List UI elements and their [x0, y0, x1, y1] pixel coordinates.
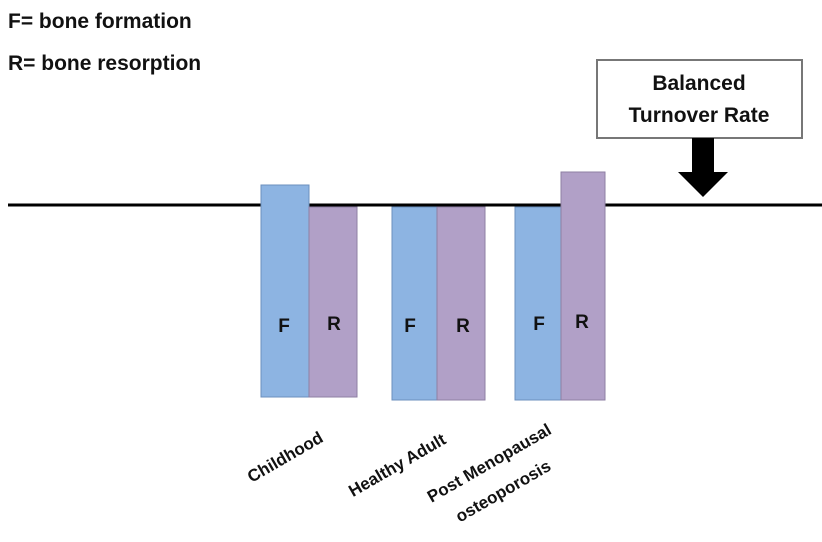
formation-bar — [260, 184, 310, 398]
bar-letter: F — [278, 316, 290, 337]
bar-letter: R — [327, 314, 341, 335]
bar-letter: F — [404, 316, 416, 337]
arrow — [678, 138, 728, 197]
resorption-bar — [560, 171, 606, 401]
bar-letter: R — [456, 316, 470, 337]
resorption-bar — [436, 206, 486, 401]
legend-line: R= bone resorption — [8, 52, 201, 75]
callout-box — [596, 59, 803, 139]
formation-bar — [391, 206, 438, 401]
bar-letter: R — [575, 312, 589, 333]
callout-line: Turnover Rate — [629, 104, 770, 127]
bar-letter: F — [533, 314, 545, 335]
legend-line: F= bone formation — [8, 10, 192, 33]
category-label: Childhood — [244, 428, 326, 486]
formation-bar — [514, 206, 562, 401]
resorption-bar — [308, 206, 358, 398]
callout-line: Balanced — [652, 72, 745, 95]
